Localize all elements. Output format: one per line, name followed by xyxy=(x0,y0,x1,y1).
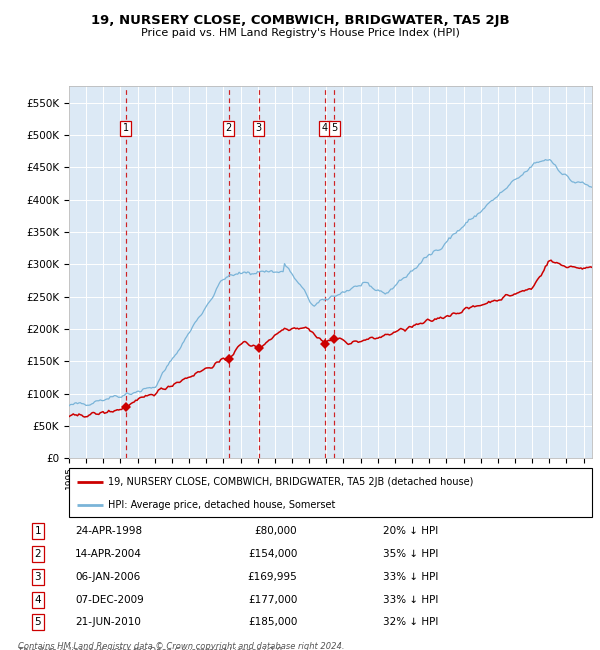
Text: 5: 5 xyxy=(331,124,337,133)
Text: HPI: Average price, detached house, Somerset: HPI: Average price, detached house, Some… xyxy=(108,500,335,510)
Text: 20% ↓ HPI: 20% ↓ HPI xyxy=(383,526,438,536)
Text: 2: 2 xyxy=(35,549,41,559)
Text: £169,995: £169,995 xyxy=(248,572,298,582)
Text: 4: 4 xyxy=(35,595,41,604)
Text: 21-JUN-2010: 21-JUN-2010 xyxy=(75,618,141,627)
Text: 2: 2 xyxy=(226,124,232,133)
Text: £177,000: £177,000 xyxy=(248,595,298,604)
Text: £185,000: £185,000 xyxy=(248,618,298,627)
Text: £80,000: £80,000 xyxy=(254,526,298,536)
Text: 33% ↓ HPI: 33% ↓ HPI xyxy=(383,572,438,582)
Text: 14-APR-2004: 14-APR-2004 xyxy=(75,549,142,559)
Text: 4: 4 xyxy=(322,124,328,133)
Text: 35% ↓ HPI: 35% ↓ HPI xyxy=(383,549,438,559)
Text: 32% ↓ HPI: 32% ↓ HPI xyxy=(383,618,438,627)
Text: 33% ↓ HPI: 33% ↓ HPI xyxy=(383,595,438,604)
Text: 1: 1 xyxy=(122,124,128,133)
Text: 1: 1 xyxy=(35,526,41,536)
Text: 24-APR-1998: 24-APR-1998 xyxy=(75,526,142,536)
Text: Contains HM Land Registry data © Crown copyright and database right 2024.: Contains HM Land Registry data © Crown c… xyxy=(18,642,344,650)
Text: 07-DEC-2009: 07-DEC-2009 xyxy=(75,595,144,604)
Text: 19, NURSERY CLOSE, COMBWICH, BRIDGWATER, TA5 2JB (detached house): 19, NURSERY CLOSE, COMBWICH, BRIDGWATER,… xyxy=(108,476,473,487)
Text: 19, NURSERY CLOSE, COMBWICH, BRIDGWATER, TA5 2JB: 19, NURSERY CLOSE, COMBWICH, BRIDGWATER,… xyxy=(91,14,509,27)
Text: Price paid vs. HM Land Registry's House Price Index (HPI): Price paid vs. HM Land Registry's House … xyxy=(140,28,460,38)
Text: 5: 5 xyxy=(35,618,41,627)
Text: This data is licensed under the Open Government Licence v3.0.: This data is licensed under the Open Gov… xyxy=(18,647,284,650)
Text: 3: 3 xyxy=(256,124,262,133)
Text: 06-JAN-2006: 06-JAN-2006 xyxy=(75,572,140,582)
Text: 3: 3 xyxy=(35,572,41,582)
Text: £154,000: £154,000 xyxy=(248,549,298,559)
FancyBboxPatch shape xyxy=(69,468,592,517)
